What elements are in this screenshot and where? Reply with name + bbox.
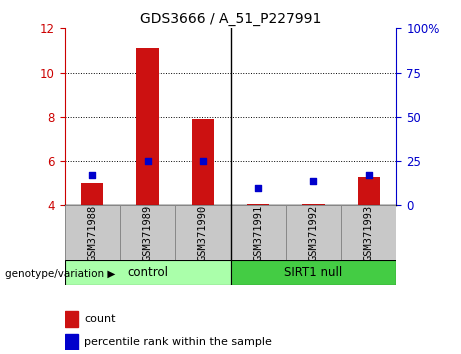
Text: percentile rank within the sample: percentile rank within the sample [84,337,272,347]
Bar [65,334,78,350]
Bar [247,204,269,205]
Text: control: control [127,266,168,279]
Text: GSM371993: GSM371993 [364,205,374,261]
Bar [175,205,230,260]
Bar [120,205,175,260]
Bar [286,205,341,260]
Text: SIRT1 null: SIRT1 null [284,266,343,279]
Bar [65,205,120,260]
Text: count: count [84,314,116,324]
Text: GSM371988: GSM371988 [87,205,97,261]
Text: GSM371989: GSM371989 [142,205,153,261]
Bar [230,205,286,260]
Title: GDS3666 / A_51_P227991: GDS3666 / A_51_P227991 [140,12,321,26]
Bar [302,204,325,205]
Text: GSM371992: GSM371992 [308,205,319,261]
Bar [230,260,396,285]
Text: genotype/variation ▶: genotype/variation ▶ [5,269,115,279]
Point [199,158,207,164]
Point [144,158,151,164]
Bar [341,205,396,260]
Point [310,178,317,183]
Bar [65,312,78,327]
Point [365,172,372,178]
Bar [136,48,159,205]
Bar [65,260,230,285]
Bar [192,119,214,205]
Point [254,185,262,190]
Bar [358,177,380,205]
Text: GSM371990: GSM371990 [198,205,208,261]
Point [89,172,96,178]
Text: GSM371991: GSM371991 [253,205,263,261]
Bar [81,183,103,205]
